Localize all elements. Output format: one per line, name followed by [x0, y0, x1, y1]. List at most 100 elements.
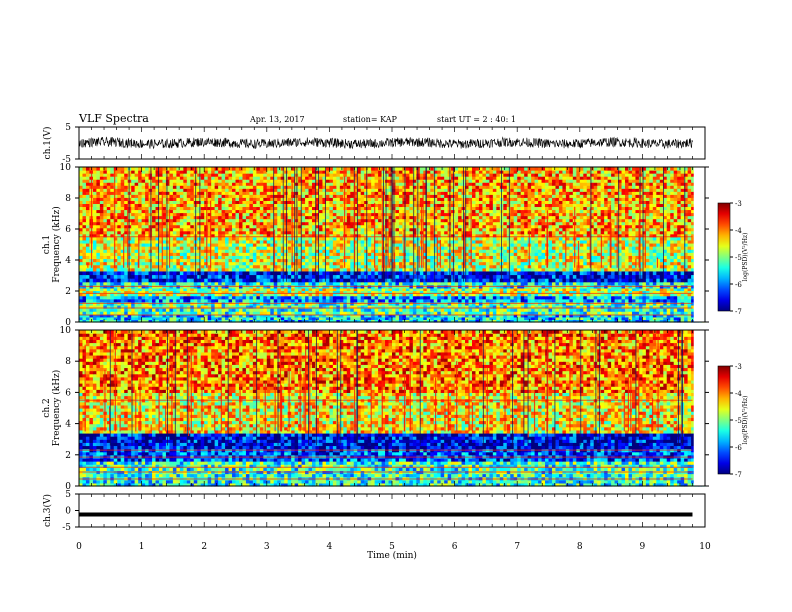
spectrogram-cell	[493, 278, 497, 282]
spectrogram-cell	[646, 274, 650, 278]
spectrogram-cell	[142, 271, 146, 275]
spectrogram-cell	[208, 278, 212, 282]
spectrogram-cell	[201, 278, 205, 282]
spectrogram-cell	[622, 274, 626, 278]
spectrogram-cell	[173, 274, 177, 278]
spectrogram-cell	[96, 271, 100, 275]
spectrogram-cell	[333, 278, 337, 282]
spectrogram-cell	[562, 274, 566, 278]
spectrogram-cell	[409, 274, 413, 278]
spectrogram-cell	[121, 271, 125, 275]
spectrogram-cell	[559, 278, 563, 282]
spectrogram-cell	[510, 278, 514, 282]
spectrogram-cell	[402, 278, 406, 282]
spectrogram-cell	[256, 274, 260, 278]
spectrogram-cell	[583, 278, 587, 282]
spectrogram-cell	[124, 271, 128, 275]
spectrogram-cell	[531, 274, 535, 278]
spectrogram-cell	[479, 278, 483, 282]
spectrogram-cell	[183, 274, 187, 278]
spectrogram-cell	[587, 274, 591, 278]
spectrogram-cell	[646, 278, 650, 282]
spectrogram-cell	[124, 274, 128, 278]
spectrogram-cell	[114, 271, 118, 275]
spectrogram-cell	[159, 274, 163, 278]
spectrogram-cell	[628, 278, 632, 282]
spectrogram-cell	[566, 274, 570, 278]
spectrogram-cell	[489, 278, 493, 282]
spectrogram-cell	[187, 271, 191, 275]
spectrogram-cell	[594, 274, 598, 278]
spectrogram-cell	[152, 274, 156, 278]
spectrogram-cell	[482, 274, 486, 278]
spectrogram-cell	[608, 274, 612, 278]
spectrogram-cell	[246, 278, 250, 282]
spectrogram-cell	[375, 274, 379, 278]
spectrogram-cell	[371, 278, 375, 282]
spectrogram-cell	[229, 274, 233, 278]
spectrogram-cell	[441, 278, 445, 282]
spectrogram-cell	[180, 271, 184, 275]
spectrogram-cell	[107, 274, 111, 278]
spectrogram-cell	[479, 274, 483, 278]
spectrogram-cell	[229, 278, 233, 282]
spectrogram-cell	[187, 274, 191, 278]
spectrogram-cell	[552, 278, 556, 282]
spectrogram-cell	[594, 278, 598, 282]
spectrogram-cell	[538, 278, 542, 282]
spectrogram-cell	[604, 274, 608, 278]
spectrogram-cell	[583, 274, 587, 278]
spectrogram-cell	[309, 278, 313, 282]
spectrogram-cell	[545, 278, 549, 282]
vlf-figure: 0246810ch.1 Frequency (kHz)-3-4-5-6-7log(…	[0, 0, 792, 612]
spectrogram-cell	[368, 278, 372, 282]
spectrogram-cell	[131, 278, 135, 282]
spectrogram-cell	[340, 274, 344, 278]
spectrogram-cell	[197, 274, 201, 278]
spectrogram-cell	[340, 278, 344, 282]
spectrogram-cell	[208, 274, 212, 278]
spectrogram-cell	[138, 271, 142, 275]
spectrogram-cell	[573, 278, 577, 282]
spectrogram-cell	[514, 278, 518, 282]
spectrogram-cell	[441, 274, 445, 278]
spectrogram-cell	[288, 278, 292, 282]
spectrogram-cell	[416, 274, 420, 278]
spectrogram-cell	[117, 278, 121, 282]
spectrogram-cell	[406, 278, 410, 282]
spectrogram-cell	[601, 278, 605, 282]
spectrogram-cell	[375, 278, 379, 282]
spectrogram-cell	[242, 278, 246, 282]
spectrogram-cell	[107, 271, 111, 275]
spectrogram-cell	[455, 278, 459, 282]
spectrogram-cell	[117, 274, 121, 278]
spectrogram-cell	[114, 274, 118, 278]
spectrogram-cell	[524, 274, 528, 278]
spectrogram-cell	[103, 274, 107, 278]
spectrogram-cell	[138, 274, 142, 278]
spectrogram-cell	[573, 274, 577, 278]
spectrogram-cell	[162, 278, 166, 282]
spectrogram-cell	[656, 274, 660, 278]
spectrogram-cell	[524, 278, 528, 282]
spectrogram-cell	[531, 278, 535, 282]
spectrogram-cell	[309, 274, 313, 278]
spectrogram-cell	[639, 278, 643, 282]
spectrogram-cell	[562, 278, 566, 282]
spectrogram-cell	[528, 278, 532, 282]
spectrogram-cell	[632, 278, 636, 282]
spectrogram-cell	[587, 278, 591, 282]
spectrogram-cell	[653, 274, 657, 278]
spectrogram-cell	[281, 278, 285, 282]
spectrogram-cell	[347, 278, 351, 282]
spectrogram-cell	[201, 274, 205, 278]
spectrogram-cell	[329, 278, 333, 282]
spectrogram-cell	[503, 278, 507, 282]
spectrogram-cell	[145, 278, 149, 282]
spectrogram-cell	[121, 274, 125, 278]
spectrogram-cell	[549, 274, 553, 278]
spectrogram-cell	[336, 274, 340, 278]
spectrogram-cell	[305, 278, 309, 282]
spectrogram-cell	[552, 274, 556, 278]
spectrogram-cell	[239, 278, 243, 282]
